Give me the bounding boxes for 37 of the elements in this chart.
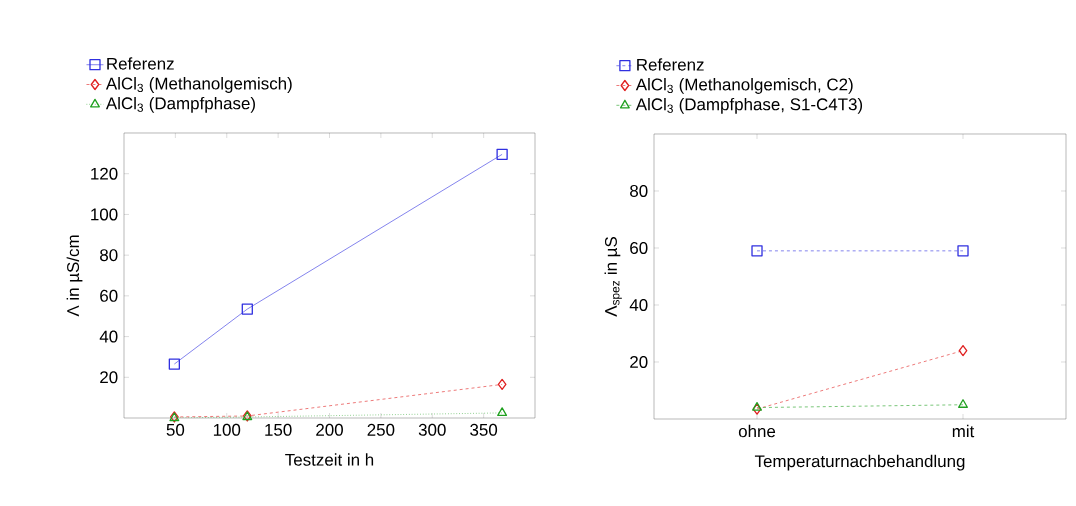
legend-label: AlCl$_{3}$ (Dampfphase): [105, 96, 255, 113]
x-tick-label: mit: [952, 424, 975, 438]
point: [751, 245, 763, 257]
point: [496, 148, 508, 161]
y-tick-label: 80: [100, 249, 118, 262]
x-tick-label: 300: [418, 423, 446, 436]
y-axis-title: Λ in µS/cm: [66, 235, 83, 317]
point: [497, 407, 508, 417]
y-axis-title: Λ$_{spez}$ in µS: [604, 237, 622, 317]
x-tick-label: 100: [213, 423, 241, 436]
y-tick-label: 40: [629, 299, 648, 311]
y-tick-label: 100: [91, 208, 118, 221]
x-axis-title: Testzeit in h: [285, 453, 374, 466]
x-tick-label: 150: [265, 423, 292, 436]
y-tick-label: 20: [100, 371, 118, 384]
y-tick-label: 120: [91, 167, 118, 180]
x-tick-label: 50: [166, 423, 185, 436]
point: [168, 358, 180, 370]
y-tick-label: 60: [630, 242, 648, 254]
legend-label: AlCl$_{3}$ (Dampfphase, S1-C4T3): [635, 97, 863, 114]
x-tick-label: 350: [470, 423, 498, 436]
y-tick-label: 20: [630, 356, 648, 368]
x-tick-label: 200: [316, 423, 343, 436]
y-tick-label: 60: [100, 289, 118, 302]
x-tick-label: 250: [367, 423, 395, 436]
x-tick-label: ohne: [738, 424, 776, 438]
point: [241, 303, 253, 315]
legend-label: AlCl$_{3}$ (Methanolgemisch): [105, 77, 292, 93]
legend-label: Referenz: [107, 57, 174, 70]
legend-label: Referenz: [637, 58, 704, 71]
x-axis-title: Temperaturnachbehandlung: [754, 454, 965, 471]
point: [958, 344, 968, 357]
point: [957, 245, 969, 257]
y-tick-label: 80: [630, 185, 648, 197]
legend-label: AlCl$_{3}$ (Methanolgemisch, C2): [635, 78, 853, 94]
y-tick-label: 40: [99, 330, 118, 343]
point: [497, 378, 507, 391]
